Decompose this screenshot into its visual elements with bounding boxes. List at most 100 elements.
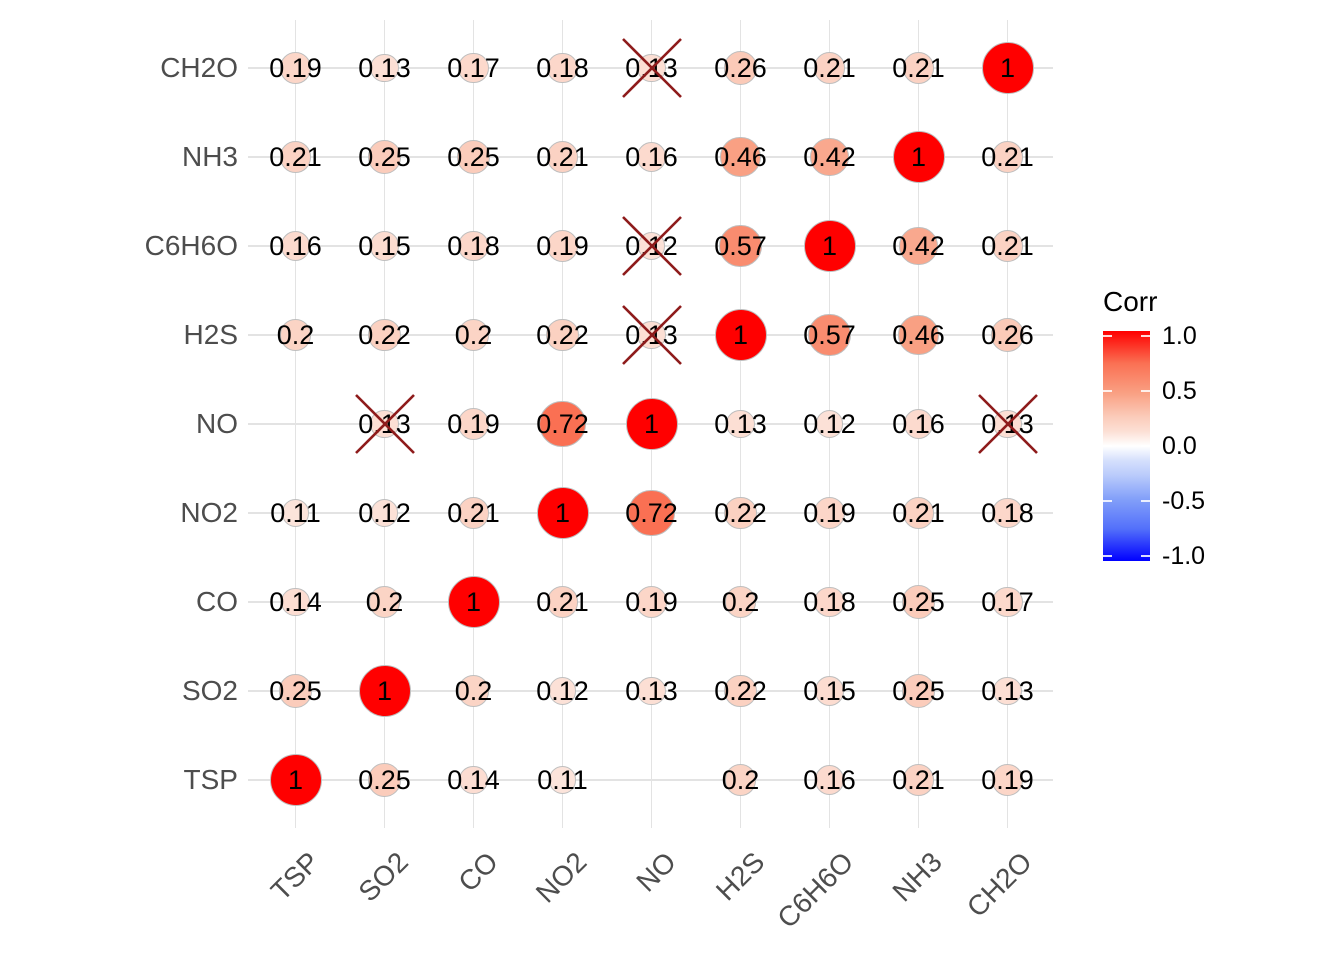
corr-circle xyxy=(719,224,762,268)
x-axis-label: C6H6O xyxy=(771,846,860,934)
corr-circle xyxy=(279,141,312,173)
corr-circle xyxy=(546,586,579,618)
corr-value: 0.19 xyxy=(981,764,1034,795)
x-axis-label: H2S xyxy=(709,846,771,907)
corr-circle xyxy=(724,764,757,796)
corr-circle xyxy=(903,409,934,439)
corr-circle xyxy=(368,318,401,352)
corr-circle xyxy=(457,675,490,707)
corr-value: 0.13 xyxy=(714,408,767,439)
corr-value: 0.21 xyxy=(981,230,1034,261)
corr-circle xyxy=(546,230,579,262)
corr-circle xyxy=(368,586,401,618)
corr-circle xyxy=(548,677,577,705)
corr-value: 0.19 xyxy=(447,408,500,439)
cross-out-icon xyxy=(621,37,683,99)
legend-tick-mark xyxy=(1103,500,1112,502)
corr-circle xyxy=(726,409,755,439)
corr-circle xyxy=(625,398,678,450)
corr-circle xyxy=(546,318,579,352)
corr-circle xyxy=(548,766,577,794)
corr-circle xyxy=(803,220,856,272)
corr-circle xyxy=(814,765,845,795)
corr-value: 1 xyxy=(554,497,571,528)
corr-value: 0.14 xyxy=(447,764,500,795)
corr-value: 0.18 xyxy=(803,586,856,617)
corr-circle xyxy=(808,313,851,357)
corr-value: 0.42 xyxy=(803,141,856,172)
y-axis-label: CO xyxy=(196,586,238,617)
corr-value: 0.17 xyxy=(447,52,500,83)
corr-circle xyxy=(635,586,668,618)
corr-value: 0.22 xyxy=(714,497,767,528)
corr-value: 1 xyxy=(732,319,749,350)
x-axis-label: TSP xyxy=(264,846,326,907)
legend-tick-label: -0.5 xyxy=(1162,486,1206,515)
corr-value: 0.19 xyxy=(803,497,856,528)
corr-circle xyxy=(457,497,490,529)
y-axis-label: NH3 xyxy=(181,141,238,172)
corr-value: 0.2 xyxy=(454,675,493,706)
legend-tick-mark xyxy=(1103,445,1112,447)
y-axis-label: C6H6O xyxy=(144,230,238,261)
legend-tick-label: 0.5 xyxy=(1162,376,1197,405)
corr-circle xyxy=(447,576,500,628)
cross-out-icon xyxy=(354,393,416,455)
corr-value: 0.21 xyxy=(892,764,945,795)
x-axis-label: NO2 xyxy=(529,846,593,909)
corr-circle xyxy=(991,230,1024,262)
corr-circle xyxy=(458,230,489,262)
corr-value: 0.19 xyxy=(536,230,589,261)
corr-circle xyxy=(637,676,666,706)
corr-value: 0.21 xyxy=(892,497,945,528)
corr-value: 1 xyxy=(465,586,482,617)
corr-value: 1 xyxy=(287,764,304,795)
corr-value: 0.12 xyxy=(358,497,411,528)
corr-circle xyxy=(901,674,936,708)
corr-value: 0.21 xyxy=(803,52,856,83)
corr-circle xyxy=(815,410,844,438)
cross-out-icon xyxy=(621,304,683,366)
corr-circle xyxy=(814,586,845,618)
corr-circle xyxy=(536,487,589,539)
corr-circle xyxy=(281,587,310,617)
corr-circle xyxy=(981,42,1034,94)
corr-value: 0.21 xyxy=(536,586,589,617)
corr-circle xyxy=(269,754,322,806)
corr-circle xyxy=(457,408,490,440)
corr-value: 0.21 xyxy=(447,497,500,528)
corr-value: 0.21 xyxy=(536,141,589,172)
y-axis-label: NO xyxy=(196,408,238,439)
legend-tick-label: -1.0 xyxy=(1162,541,1206,570)
corr-circle xyxy=(280,231,311,261)
corr-value: 0.21 xyxy=(269,141,322,172)
corr-value: 0.25 xyxy=(269,675,322,706)
corr-value: 0.2 xyxy=(276,319,315,350)
corr-value: 0.25 xyxy=(358,764,411,795)
corr-value: 0.18 xyxy=(536,52,589,83)
legend-tick-label: 1.0 xyxy=(1162,321,1197,350)
corr-circle xyxy=(367,763,402,797)
corr-value: 0.13 xyxy=(981,675,1034,706)
corr-value: 1 xyxy=(821,230,838,261)
corr-value: 0.25 xyxy=(892,675,945,706)
corr-circle xyxy=(813,497,846,529)
grid-line-horizontal xyxy=(248,779,1053,781)
corr-circle xyxy=(724,496,757,530)
corr-value: 0.13 xyxy=(358,52,411,83)
corr-circle xyxy=(369,231,400,261)
x-axis-label: NH3 xyxy=(886,846,949,908)
legend-tick-mark xyxy=(1141,500,1150,502)
corr-value: 0.21 xyxy=(892,52,945,83)
corr-value: 0.18 xyxy=(447,230,500,261)
corr-circle xyxy=(370,53,399,83)
corr-circle xyxy=(992,586,1023,618)
corr-value: 0.19 xyxy=(625,586,678,617)
corr-circle xyxy=(813,52,846,84)
corr-circle xyxy=(723,51,758,85)
corr-circle xyxy=(993,676,1022,706)
corr-value: 0.15 xyxy=(803,675,856,706)
corr-circle xyxy=(370,499,399,527)
corr-value: 0.13 xyxy=(625,675,678,706)
